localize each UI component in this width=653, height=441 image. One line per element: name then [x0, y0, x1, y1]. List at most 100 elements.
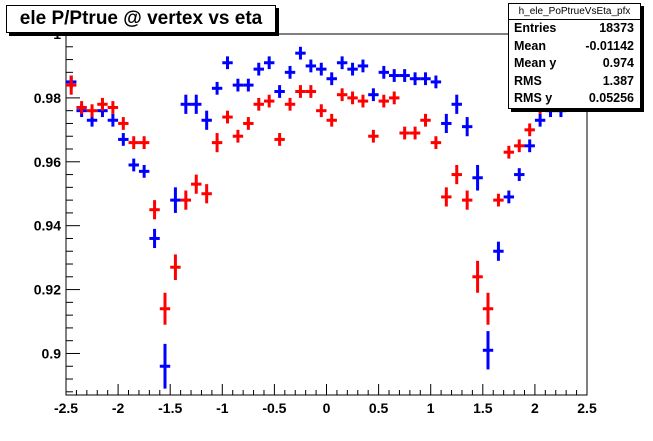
data-point	[514, 168, 525, 181]
data-point	[305, 85, 317, 98]
stats-value: 1.387	[602, 73, 634, 88]
data-point	[128, 158, 139, 172]
stats-label: Entries	[514, 21, 557, 35]
data-point	[420, 113, 431, 127]
data-point	[524, 123, 535, 137]
data-point	[170, 254, 181, 280]
data-point	[368, 129, 379, 143]
data-point	[347, 91, 358, 105]
data-point	[441, 187, 452, 207]
x-tick-label: 0.5	[369, 400, 389, 416]
data-point	[482, 331, 494, 370]
stats-row-rms-y: RMS y 0.05256	[509, 90, 640, 108]
data-point	[503, 190, 515, 204]
data-point	[107, 113, 119, 127]
x-tick-label: 2.5	[577, 400, 597, 416]
x-tick-label: -2.5	[54, 400, 78, 416]
data-point	[284, 65, 296, 79]
data-point	[316, 62, 327, 76]
data-point	[138, 136, 150, 150]
data-point	[232, 78, 244, 92]
data-point	[243, 78, 254, 92]
data-point	[461, 117, 473, 137]
stats-box: h_ele_PoPtrueVsEta_pfx Entries 18373 Mea…	[508, 3, 641, 109]
data-point	[159, 292, 171, 325]
plot-axes: -2.5 -2 -1.5 -1 -0.5 0 0.5 1 1.5 2 2.5 0.9 0.92 0.94 0…	[34, 26, 597, 416]
stats-label: Mean	[514, 38, 546, 53]
data-point	[430, 136, 442, 150]
data-point	[118, 117, 129, 130]
data-point	[451, 94, 462, 114]
data-point	[326, 72, 337, 86]
data-point	[274, 85, 285, 98]
data-point	[389, 69, 400, 82]
stats-value: 0.05256	[588, 91, 634, 105]
data-point	[368, 88, 379, 102]
data-point	[232, 129, 244, 143]
data-point	[263, 94, 275, 108]
stats-row-rms: RMS 1.387	[509, 73, 640, 91]
data-point	[191, 94, 202, 114]
data-point	[263, 56, 275, 70]
stats-row-mean: Mean -0.01142	[509, 38, 640, 56]
data-point	[399, 126, 410, 140]
y-tick-label: 0.9	[42, 345, 62, 361]
data-point	[170, 187, 181, 213]
data-point	[149, 228, 160, 249]
stats-label: RMS	[514, 73, 542, 88]
data-point	[409, 126, 421, 140]
y-tick-label: 0.98	[34, 90, 61, 106]
data-point	[503, 145, 515, 159]
x-tick-label: -0.5	[262, 400, 286, 416]
data-point	[472, 260, 483, 293]
data-point	[201, 184, 212, 204]
stats-row-entries: Entries 18373	[509, 20, 640, 38]
data-point	[253, 97, 264, 111]
data-point	[378, 94, 390, 108]
x-tick-label: 1.5	[473, 400, 493, 416]
y-tick-label: 0.92	[34, 282, 61, 298]
data-point	[201, 110, 212, 130]
data-point	[305, 59, 317, 73]
x-tick-label: -1	[216, 400, 229, 416]
data-point	[514, 139, 525, 153]
data-point	[534, 113, 546, 127]
data-point	[347, 62, 358, 76]
data-point	[409, 72, 421, 86]
y-tick-label: 0.94	[34, 218, 61, 234]
data-point	[191, 174, 202, 194]
x-tick-label: -2	[112, 400, 125, 416]
data-point	[420, 72, 431, 86]
plot-marks	[66, 46, 587, 389]
stats-row-mean-y: Mean y 0.974	[509, 55, 640, 73]
x-tick-label: -1.5	[158, 400, 182, 416]
data-point	[222, 110, 233, 124]
data-point	[180, 190, 192, 210]
data-point	[326, 113, 337, 127]
data-point	[149, 200, 160, 220]
data-point	[524, 139, 535, 153]
x-tick-label: 1	[427, 400, 435, 416]
data-point	[357, 59, 369, 73]
y-tick-label: 0.96	[34, 154, 61, 170]
data-point	[211, 81, 223, 95]
stats-label: RMS y	[514, 91, 553, 105]
data-point	[274, 133, 285, 146]
data-point	[482, 292, 494, 325]
data-point	[128, 136, 139, 150]
data-point	[472, 164, 483, 191]
data-point	[253, 62, 264, 76]
data-point	[159, 343, 171, 389]
series-blue	[66, 46, 587, 389]
data-point	[389, 91, 400, 105]
data-point	[76, 101, 87, 114]
x-tick-label: 0	[323, 400, 331, 416]
data-point	[86, 104, 98, 118]
y-tick-label: 1	[53, 26, 61, 42]
data-point	[243, 117, 254, 130]
data-point	[316, 104, 327, 118]
x-tick-label: 2	[531, 400, 539, 416]
data-point	[180, 94, 192, 114]
stats-histogram-name: h_ele_PoPtrueVsEta_pfx	[509, 4, 640, 20]
